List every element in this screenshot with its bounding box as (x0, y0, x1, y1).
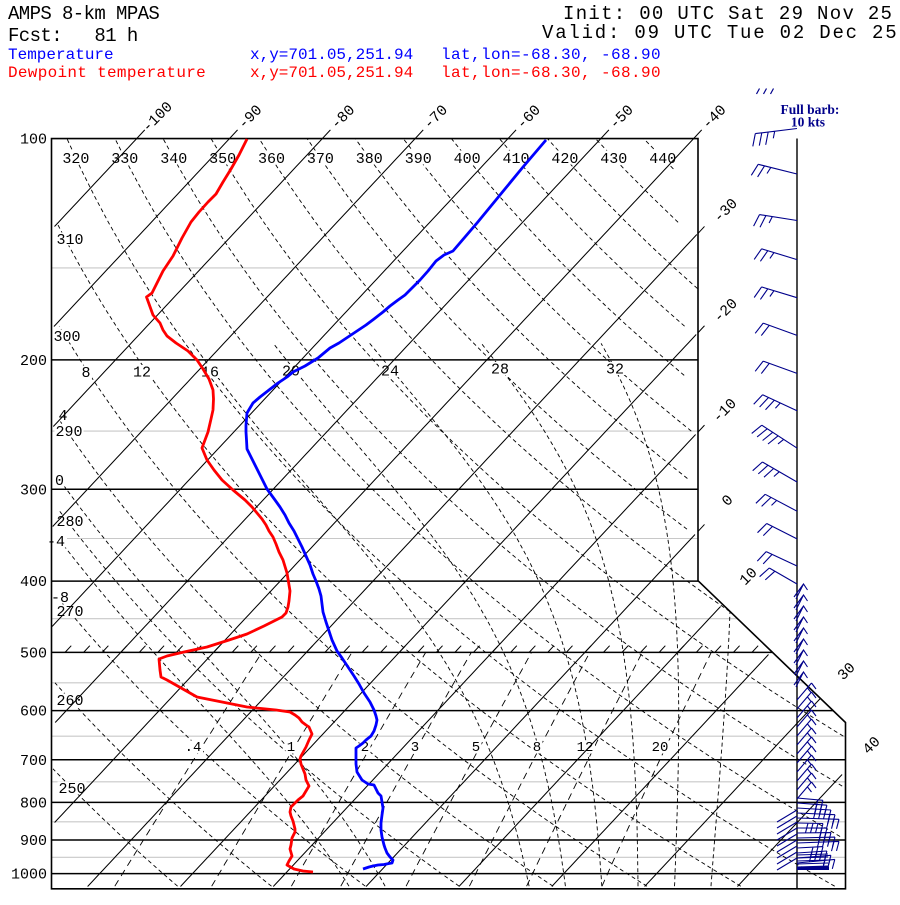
svg-text:32: 32 (606, 362, 624, 379)
svg-text:28: 28 (491, 362, 509, 379)
svg-text:400: 400 (454, 151, 481, 168)
svg-text:260: 260 (56, 693, 83, 710)
svg-text:800: 800 (20, 795, 47, 812)
svg-text:500: 500 (20, 645, 47, 662)
svg-text:3: 3 (411, 740, 419, 756)
svg-text:900: 900 (20, 833, 47, 850)
svg-text:270: 270 (56, 604, 83, 621)
svg-text:440: 440 (649, 151, 676, 168)
svg-text:200: 200 (20, 353, 47, 370)
svg-text:350: 350 (209, 151, 236, 168)
svg-text:380: 380 (356, 151, 383, 168)
svg-text:340: 340 (160, 151, 187, 168)
svg-text:700: 700 (20, 753, 47, 770)
svg-text:430: 430 (600, 151, 627, 168)
svg-text:0: 0 (55, 473, 64, 490)
svg-text:370: 370 (307, 151, 334, 168)
svg-text:12: 12 (133, 365, 151, 382)
svg-text:Full barb:: Full barb: (781, 102, 840, 117)
svg-text:330: 330 (111, 151, 138, 168)
svg-text:.4: .4 (185, 740, 202, 756)
svg-text:600: 600 (20, 704, 47, 721)
svg-text:360: 360 (258, 151, 285, 168)
svg-text:250: 250 (58, 781, 85, 798)
svg-text:24: 24 (381, 364, 399, 381)
svg-text:12: 12 (577, 740, 594, 756)
svg-text:410: 410 (502, 151, 529, 168)
svg-text:8: 8 (533, 740, 541, 756)
svg-text:420: 420 (551, 151, 578, 168)
svg-text:1: 1 (287, 740, 295, 756)
svg-text:2: 2 (361, 740, 369, 756)
svg-text:300: 300 (53, 329, 80, 346)
svg-text:10 kts: 10 kts (791, 115, 825, 130)
svg-text:5: 5 (472, 740, 480, 756)
svg-text:310: 310 (56, 232, 83, 249)
svg-text:-4: -4 (47, 534, 65, 551)
svg-text:4: 4 (58, 408, 67, 425)
svg-text:390: 390 (405, 151, 432, 168)
svg-text:-8: -8 (51, 590, 69, 607)
svg-text:20: 20 (652, 740, 669, 756)
svg-text:400: 400 (20, 574, 47, 591)
svg-text:1000: 1000 (11, 867, 47, 884)
svg-text:100: 100 (20, 132, 47, 149)
svg-text:8: 8 (81, 365, 90, 382)
svg-text:320: 320 (62, 151, 89, 168)
svg-text:16: 16 (201, 365, 219, 382)
svg-text:290: 290 (55, 424, 82, 441)
svg-text:300: 300 (20, 482, 47, 499)
svg-text:280: 280 (56, 514, 83, 531)
